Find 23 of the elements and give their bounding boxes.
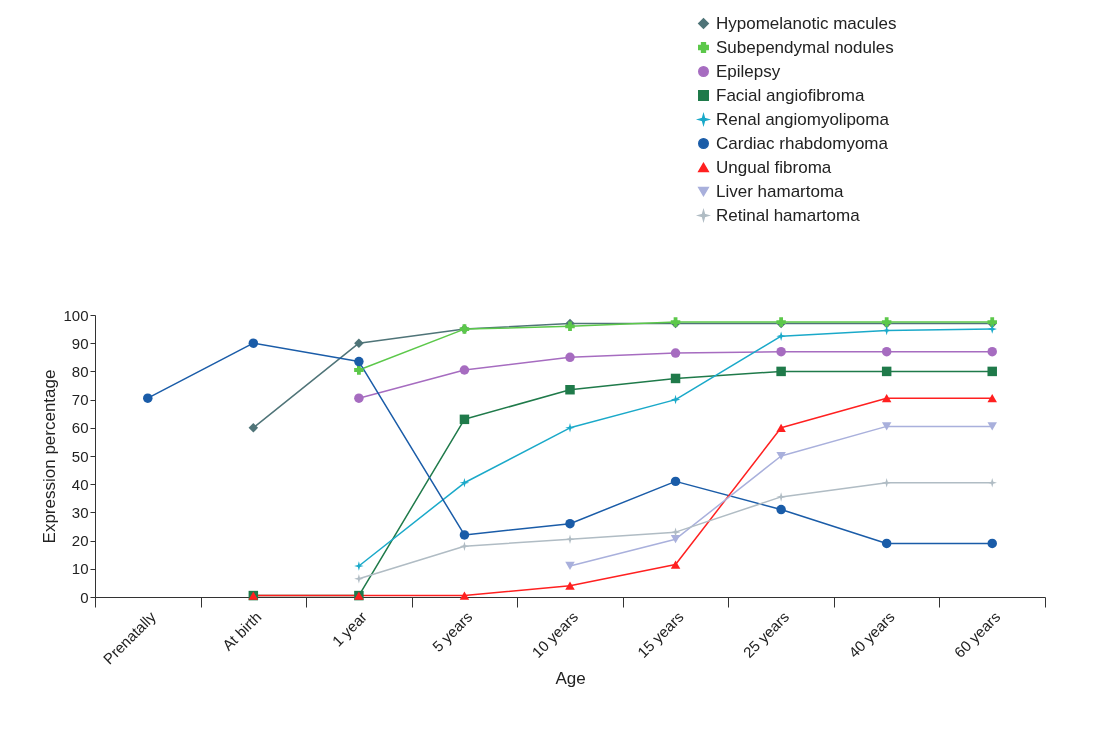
legend-label: Epilepsy (716, 61, 781, 81)
x-tick-label: At birth (218, 608, 265, 654)
y-tick-label: 100 (63, 306, 89, 324)
legend-label: Facial angiofibroma (716, 85, 865, 105)
y-tick-label: 60 (71, 419, 89, 437)
y-tick-label: 50 (71, 447, 89, 465)
y-tick-label: 90 (71, 334, 89, 352)
legend-label: Hypomelanotic macules (716, 13, 897, 33)
legend-label: Liver hamartoma (716, 181, 845, 201)
y-tick-label: 30 (71, 503, 89, 521)
legend-label: Cardiac rhabdomyoma (716, 133, 889, 153)
legend-label: Subependymal nodules (716, 37, 894, 57)
y-tick-label: 0 (80, 588, 89, 606)
legend-label: Ungual fibroma (716, 157, 832, 177)
legend-label: Retinal hamartoma (716, 205, 861, 225)
y-axis-title: Expression percentage (40, 369, 60, 544)
y-tick-label: 80 (71, 362, 89, 380)
y-tick-label: 70 (71, 391, 89, 409)
y-tick-label: 20 (71, 532, 89, 550)
y-tick-label: 40 (71, 475, 89, 493)
legend-label: Renal angiomyolipoma (716, 109, 890, 129)
y-tick-label: 10 (71, 560, 89, 578)
x-axis-title: Age (555, 669, 586, 689)
